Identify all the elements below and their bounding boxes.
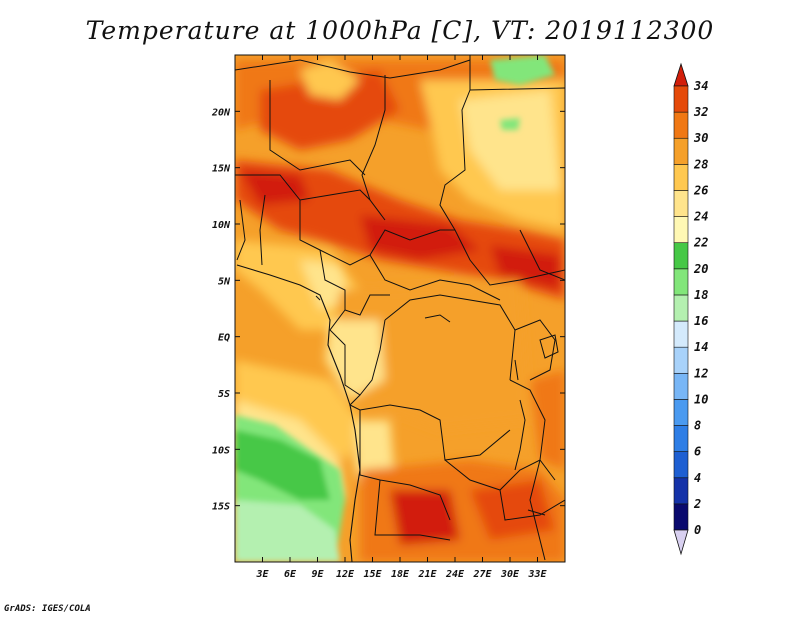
lon-tick-label: 3E [255, 569, 269, 580]
colorbar-swatch [673, 216, 689, 244]
colorbar-swatch [673, 503, 689, 531]
colorbar-level-label: 22 [693, 236, 708, 250]
colorbar-swatch [673, 111, 689, 139]
colorbar-level-label: 24 [693, 210, 708, 224]
colorbar-swatch [673, 372, 689, 400]
colorbar-swatch [673, 399, 689, 426]
lat-tick-label: 10S [212, 445, 230, 456]
colorbar-swatch [673, 164, 689, 191]
lon-tick-label: 15E [363, 569, 382, 580]
colorbar-swatch [673, 137, 689, 165]
colorbar-level-label: 0 [694, 523, 701, 537]
colorbar-swatch [673, 85, 689, 113]
lon-tick-label: 30E [500, 569, 520, 580]
lat-tick-label: 20N [211, 107, 231, 118]
colorbar-swatch [673, 346, 689, 374]
colorbar-swatch [673, 425, 689, 452]
colorbar-swatch [673, 190, 689, 217]
lat-tick-label: 15N [212, 164, 231, 175]
colorbar-level-label: 32 [693, 105, 708, 119]
colorbar-swatch [673, 268, 689, 296]
colorbar-level-label: 4 [694, 471, 701, 485]
lon-tick-label: 21E [417, 569, 437, 580]
colorbar-level-label: 30 [693, 131, 708, 145]
lon-tick-label: 6E [284, 569, 297, 580]
lat-tick-label: EQ [218, 333, 230, 344]
lat-tick-label: 15S [212, 502, 230, 513]
colorbar-swatch [673, 477, 689, 505]
colorbar-level-label: 18 [694, 288, 708, 302]
map-title: Temperature at 1000hPa [C], VT: 20191123… [85, 16, 715, 45]
colorbar-swatch [673, 242, 689, 270]
colorbar-level-label: 14 [694, 340, 708, 354]
lat-tick-label: 5S [218, 389, 230, 400]
colorbar-level-label: 34 [693, 79, 708, 93]
colorbar-level-label: 8 [694, 419, 701, 433]
colorbar-swatch [673, 320, 689, 348]
lon-tick-label: 24E [445, 569, 465, 580]
grads-credit: GrADS: IGES/COLA [4, 604, 91, 614]
colorbar-level-label: 28 [693, 157, 708, 171]
longitude-axis: 3E 6E 9E 12E 15E 18E 21E 24E 27E 30E 33E [255, 55, 548, 580]
lon-tick-label: 12E [336, 569, 355, 580]
lon-tick-label: 27E [472, 569, 492, 580]
country-borders [235, 55, 565, 562]
colorbar-level-label: 26 [693, 183, 708, 197]
colorbar-level-label: 12 [694, 366, 708, 380]
colorbar-level-label: 20 [693, 262, 708, 276]
colorbar-under-arrow [673, 529, 689, 556]
colorbar-swatch [673, 294, 689, 322]
lon-tick-label: 33E [527, 569, 547, 580]
colorbar-swatch [673, 451, 689, 479]
lon-tick-label: 18E [391, 569, 410, 580]
lat-tick-label: 5N [218, 276, 231, 287]
colorbar-level-label: 16 [694, 314, 708, 328]
colorbar-over-arrow [673, 62, 689, 87]
colorbar-level-label: 2 [693, 497, 701, 511]
lon-tick-label: 9E [311, 569, 324, 580]
latitude-axis: 20N 15N 10N 5N EQ 5S 10S 15S [211, 107, 565, 513]
colorbar-level-label: 6 [694, 445, 701, 459]
lat-tick-label: 10N [212, 220, 231, 231]
colorbar-level-label: 10 [694, 392, 708, 406]
